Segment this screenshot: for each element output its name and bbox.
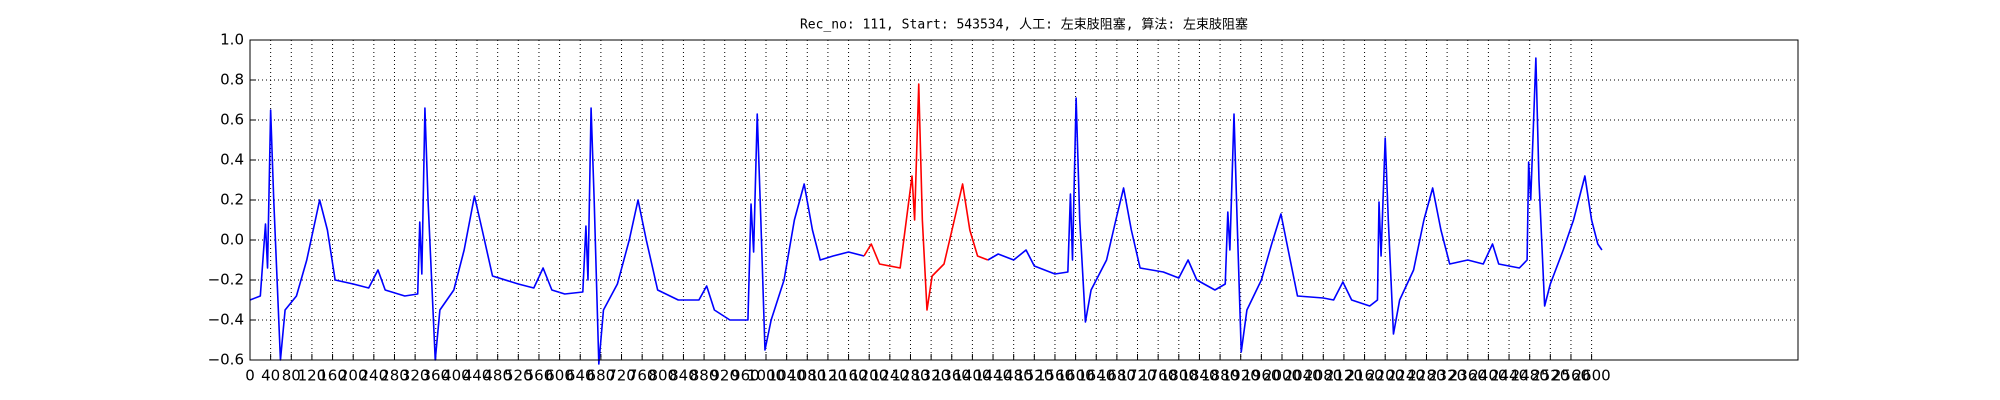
x-tick-label: 1160 [829, 367, 867, 385]
x-tick-label: 920 [710, 367, 739, 385]
x-tick-label: 600 [545, 367, 574, 385]
x-tick-label: 1400 [953, 367, 991, 385]
x-tick-label: 400 [442, 367, 471, 385]
x-tick-label: 280 [380, 367, 409, 385]
y-tick-label: −0.2 [208, 271, 244, 289]
x-tick-label: 520 [504, 367, 533, 385]
x-tick-label: 160 [318, 367, 347, 385]
x-tick-label: 800 [648, 367, 677, 385]
x-tick-label: 2320 [1428, 367, 1466, 385]
x-tick-label: 1280 [891, 367, 929, 385]
x-tick-label: 880 [690, 367, 719, 385]
x-tick-label: 1240 [871, 367, 909, 385]
x-tick-label: 2280 [1407, 367, 1445, 385]
x-tick-label: 960 [731, 367, 760, 385]
chart-title: Rec_no: 111, Start: 543534, 人工: 左束肢阻塞, 算… [800, 17, 1248, 33]
ecg-line [863, 83, 989, 311]
x-tick-label: 80 [282, 367, 301, 385]
y-tick-label: −0.4 [208, 311, 244, 329]
x-tick-label: 680 [587, 367, 616, 385]
x-tick-label: 2200 [1366, 367, 1404, 385]
x-tick-label: 840 [669, 367, 698, 385]
y-tick-label: 0.6 [220, 111, 244, 129]
x-tick-label: 200 [339, 367, 368, 385]
x-tick-label: 2440 [1490, 367, 1528, 385]
x-tick-label: 1840 [1180, 367, 1218, 385]
x-tick-label: 1200 [850, 367, 888, 385]
x-tick-label: 2040 [1284, 367, 1322, 385]
x-tick-label: 1120 [809, 367, 847, 385]
x-tick-label: 2400 [1469, 367, 1507, 385]
x-tick-label: 2240 [1387, 367, 1425, 385]
y-tick-label: 0.0 [220, 231, 244, 249]
x-tick-label: 2560 [1552, 367, 1590, 385]
x-tick-label: 240 [360, 367, 389, 385]
x-tick-label: 440 [463, 367, 492, 385]
x-tick-label: 1560 [1036, 367, 1074, 385]
x-tick-label: 2480 [1511, 367, 1549, 385]
x-tick-label: 720 [607, 367, 636, 385]
ecg-line [249, 57, 1603, 365]
x-tick-label: 2600 [1573, 367, 1611, 385]
x-tick-label: 2360 [1449, 367, 1487, 385]
x-tick-label: 120 [298, 367, 327, 385]
x-tick-label: 1760 [1139, 367, 1177, 385]
x-tick-label: 1800 [1160, 367, 1198, 385]
x-tick-label: 1480 [995, 367, 1033, 385]
y-tick-label: 0.4 [220, 151, 244, 169]
x-tick-label: 1680 [1098, 367, 1136, 385]
x-tick-label: 1600 [1057, 367, 1095, 385]
y-tick-label: 0.8 [220, 71, 244, 89]
x-tick-label: 40 [261, 367, 280, 385]
x-tick-label: 1320 [912, 367, 950, 385]
x-tick-label: 1520 [1015, 367, 1053, 385]
x-tick-label: 640 [566, 367, 595, 385]
x-tick-label: 1000 [747, 367, 785, 385]
x-tick-label: 1720 [1118, 367, 1156, 385]
x-tick-label: 1640 [1077, 367, 1115, 385]
y-tick-label: −0.6 [208, 351, 244, 369]
x-tick-label: 2120 [1325, 367, 1363, 385]
x-tick-label: 1360 [933, 367, 971, 385]
y-tick-label: 1.0 [220, 31, 244, 49]
plot-frame [249, 39, 1799, 361]
x-tick-label: 560 [525, 367, 554, 385]
x-tick-label: 1080 [788, 367, 826, 385]
x-tick-label: 2520 [1531, 367, 1569, 385]
x-tick-label: 1440 [974, 367, 1012, 385]
x-tick-label: 320 [401, 367, 430, 385]
x-tick-label: 2000 [1263, 367, 1301, 385]
x-tick-label: 360 [421, 367, 450, 385]
x-tick-label: 1960 [1242, 367, 1280, 385]
x-tick-label: 2160 [1345, 367, 1383, 385]
x-tick-label: 1880 [1201, 367, 1239, 385]
x-tick-label: 1040 [768, 367, 806, 385]
x-tick-label: 0 [245, 367, 255, 385]
x-tick-label: 760 [628, 367, 657, 385]
x-tick-label: 2080 [1304, 367, 1342, 385]
x-tick-label: 1920 [1222, 367, 1260, 385]
y-tick-label: 0.2 [220, 191, 244, 209]
x-tick-label: 480 [483, 367, 512, 385]
